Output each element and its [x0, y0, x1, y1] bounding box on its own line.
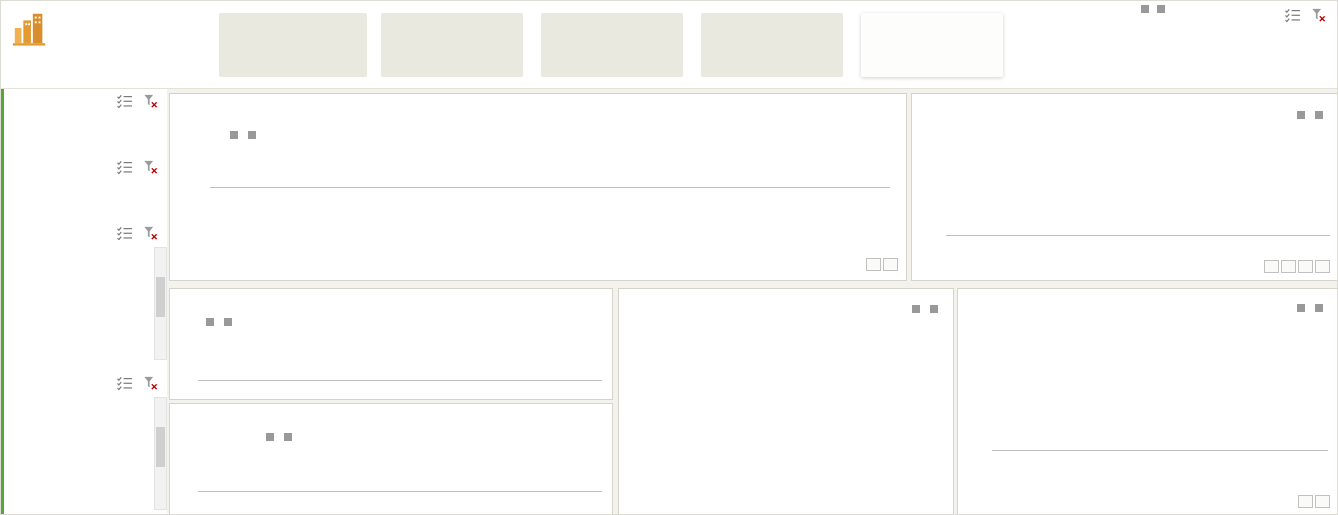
zoom-in-button[interactable] — [866, 258, 881, 271]
legend-swatch-pt — [930, 305, 938, 313]
legend-swatch-badhires — [224, 318, 232, 326]
sidebar-filters — [1, 89, 167, 514]
scrollbar-track[interactable] — [155, 260, 166, 347]
brand-logo — [11, 9, 216, 49]
panel-termination-reason — [169, 403, 613, 514]
slicer-region — [4, 223, 167, 360]
panel-seperations — [169, 288, 613, 400]
chart-nav — [1264, 260, 1330, 273]
scroll-right-button[interactable] — [1281, 260, 1296, 273]
age-distribution-chart — [1013, 3, 1171, 87]
legend-swatch-seperations — [206, 318, 214, 326]
multiselect-icon[interactable] — [1284, 8, 1301, 22]
chart-legend — [206, 318, 237, 326]
multiselect-icon[interactable] — [116, 94, 133, 108]
multiselect-icon[interactable] — [116, 376, 133, 390]
clear-filter-icon[interactable] — [142, 160, 159, 174]
kpi-pay-type — [381, 13, 523, 77]
panel-actives-by-ethnic-group — [911, 93, 1337, 281]
scroll-up-button[interactable] — [155, 248, 166, 260]
age-chart-plot — [1013, 17, 1163, 75]
panel-actives-by-region — [618, 288, 954, 514]
legend-swatch-pt — [1315, 111, 1323, 119]
gender-options — [4, 177, 167, 185]
zoom-in-button[interactable] — [1298, 495, 1313, 508]
chart-legend — [230, 131, 261, 139]
legend-swatch-activeemp — [230, 131, 238, 139]
zoom-in-button[interactable] — [1298, 260, 1313, 273]
legend-swatch-voluntary — [284, 433, 292, 441]
kpi-total-employees — [219, 13, 367, 77]
y-axis — [916, 94, 942, 254]
legend-swatch-ft — [1297, 304, 1305, 312]
slicer-gender — [4, 157, 167, 185]
chart-legend — [1297, 111, 1328, 119]
legend-swatch-m — [1157, 5, 1165, 13]
slicer-full-part — [4, 91, 167, 119]
kpi-full-time — [541, 13, 683, 77]
year-options — [1181, 25, 1335, 29]
fullpart-options — [4, 111, 167, 119]
left-edge-accent — [1, 89, 4, 514]
chart-legend — [266, 433, 297, 441]
scroll-left-button[interactable] — [1264, 260, 1279, 273]
chart-legend — [912, 305, 943, 313]
age-chart-legend — [1141, 5, 1169, 13]
chart-nav — [866, 258, 898, 271]
multiselect-icon[interactable] — [116, 226, 133, 240]
legend-swatch-ft — [912, 305, 920, 313]
multiselect-icon[interactable] — [116, 160, 133, 174]
legend-swatch-newhires — [248, 131, 256, 139]
legend-swatch-pt — [1315, 304, 1323, 312]
total-active-plot — [210, 102, 890, 188]
region-options — [4, 243, 150, 251]
clear-filter-icon[interactable] — [142, 94, 159, 108]
scrollbar-track[interactable] — [155, 410, 166, 497]
y-axis — [962, 289, 988, 469]
slicer-ethnicity — [4, 373, 167, 510]
chart-legend — [1297, 304, 1328, 312]
ethnicity-options — [4, 393, 150, 401]
year-slicer — [1181, 5, 1335, 29]
panel-average-tenure — [957, 288, 1337, 514]
zoom-out-button[interactable] — [883, 258, 898, 271]
seperations-plot — [198, 305, 602, 381]
scroll-down-button[interactable] — [155, 497, 166, 509]
legend-swatch-involuntary — [266, 433, 274, 441]
building-logo-icon — [12, 13, 46, 46]
legend-swatch-ft — [1297, 111, 1305, 119]
y-axis — [174, 94, 206, 204]
clear-filter-icon[interactable] — [1310, 8, 1327, 22]
zoom-out-button[interactable] — [1315, 260, 1330, 273]
region-scrollbar[interactable] — [154, 247, 167, 360]
clear-filter-icon[interactable] — [142, 376, 159, 390]
termination-plot — [198, 418, 602, 492]
kpi-part-time — [701, 13, 843, 77]
zoom-out-button[interactable] — [1315, 495, 1330, 508]
scroll-up-button[interactable] — [155, 398, 166, 410]
clear-filter-icon[interactable] — [142, 226, 159, 240]
scrollbar-thumb[interactable] — [156, 427, 165, 467]
panel-total-active-employees — [169, 93, 907, 281]
tenure-plot — [992, 347, 1328, 451]
header — [1, 1, 1337, 89]
kpi-turnover — [861, 13, 1003, 77]
scroll-down-button[interactable] — [155, 347, 166, 359]
ethnic-group-plot — [946, 128, 1330, 236]
scrollbar-thumb[interactable] — [156, 277, 165, 317]
chart-nav — [1298, 495, 1330, 508]
ethnicity-scrollbar[interactable] — [154, 397, 167, 510]
legend-swatch-f — [1141, 5, 1149, 13]
